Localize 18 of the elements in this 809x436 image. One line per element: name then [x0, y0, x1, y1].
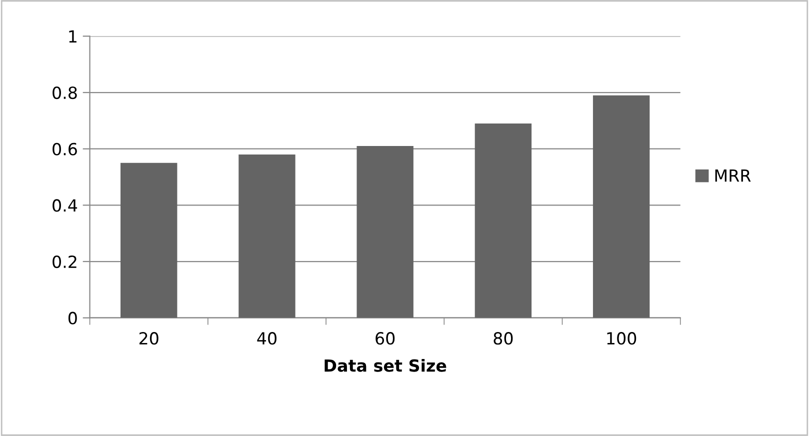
bar	[120, 162, 178, 318]
y-tick-label: 0.4	[52, 199, 78, 212]
x-tick-label: 60	[376, 332, 395, 345]
bar	[592, 95, 650, 318]
x-tick-label: 40	[257, 332, 276, 345]
x-tick-label: 80	[494, 332, 513, 345]
y-tick-label: 0.8	[52, 86, 77, 100]
x-tick-label: 20	[139, 332, 158, 345]
x-axis-title: Data set Size	[324, 358, 446, 372]
legend-label: MRR	[715, 169, 751, 182]
y-tick-label: 1	[69, 30, 76, 43]
y-tick-label: 0	[68, 312, 77, 324]
bar	[474, 124, 532, 318]
y-tick-label: 0.6	[52, 142, 77, 156]
bar	[356, 146, 414, 318]
y-tick-label: 0.2	[52, 255, 76, 268]
bar	[238, 154, 296, 318]
x-tick-label: 100	[607, 332, 636, 345]
